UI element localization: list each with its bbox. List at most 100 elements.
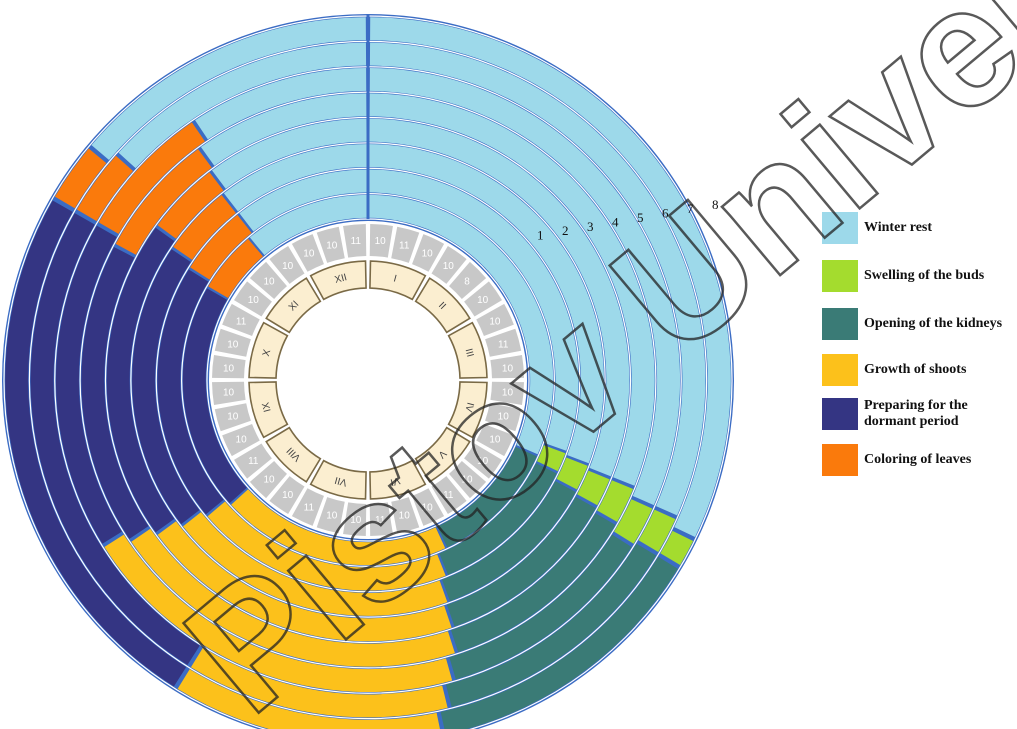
legend-swatch: [822, 354, 858, 386]
decade-cell: [343, 502, 367, 536]
decade-cell: [412, 488, 445, 526]
decade-cell: [476, 303, 514, 336]
ring-8-preparing-for-the-dormant-period-segment: [5, 200, 187, 687]
month-label: IV: [462, 401, 475, 413]
ring-number-label: 1: [537, 228, 544, 243]
decade-cell: [464, 443, 502, 479]
legend-label: Winter rest: [864, 220, 933, 235]
decade-length-label: 11: [498, 339, 509, 350]
ring-1-growth-of-shoots-segment: [231, 489, 446, 566]
center-disc: [209, 221, 527, 539]
month-label: VI: [389, 474, 401, 487]
decade-length-label: 10: [477, 295, 489, 306]
decade-length-label: 10: [350, 515, 362, 526]
decade-length-label: 10: [489, 316, 501, 327]
decade-cell: [291, 234, 324, 272]
decade-length-label: 10: [248, 295, 260, 306]
ring-number-label: 6: [662, 206, 669, 221]
decade-cell: [234, 281, 272, 317]
month-label: IX: [260, 401, 273, 413]
ring-number-label: 5: [637, 210, 644, 225]
ring-8-winter-rest-segment: [370, 17, 731, 538]
ring-4-swelling-of-the-buds-segment: [577, 470, 610, 506]
ring-7-preparing-for-the-dormant-period-segment: [30, 213, 200, 666]
month-cell: [414, 426, 471, 483]
month-label: XII: [334, 272, 349, 286]
ring-2-opening-of-the-kidneys-segment: [439, 463, 557, 575]
decade-cell: [214, 328, 251, 357]
legend-item-swelling-buds: Swelling of the buds: [822, 260, 984, 292]
legend-swatch: [822, 212, 858, 244]
ring-7-coloring-of-leaves-segment: [76, 155, 134, 222]
decade-length-label: 10: [489, 435, 501, 446]
ring-number-label: 4: [612, 214, 619, 229]
decade-length-label: 8: [464, 277, 470, 288]
ring-8-coloring-of-leaves-segment: [54, 148, 107, 209]
month-cell: [447, 321, 488, 379]
decade-cell: [269, 246, 305, 284]
ring-1-winter-rest-segment: [368, 194, 554, 455]
month-decade-ring: 10 11101081010111010101010101110101110101…: [209, 221, 527, 539]
month-label: III: [463, 348, 476, 359]
legend-item-winter-rest: Winter rest: [822, 212, 932, 244]
decade-cell: [369, 502, 393, 536]
ring-number-label: 2: [562, 223, 569, 238]
legend-item-preparing-dormant: Preparing for the dormant period: [822, 398, 1014, 430]
legend-swatch: [822, 444, 858, 476]
decade-length-label: 10: [399, 511, 411, 522]
decade-cell: [485, 328, 522, 357]
legend-label: Preparing for the dormant period: [864, 398, 968, 429]
ring-6-winter-rest-segment: [369, 67, 681, 506]
decade-length-label: 10: [422, 249, 434, 260]
decade-length-label: 10: [498, 412, 510, 423]
ring-7-opening-of-the-kidneys-segment: [445, 543, 657, 707]
ring-2-coloring-of-leaves-segment: [190, 214, 252, 280]
month-cell: [447, 381, 488, 439]
ring-4-growth-of-shoots-segment: [157, 521, 452, 642]
month-cell: [309, 260, 367, 301]
decade-cell: [391, 497, 420, 534]
ring-7-growth-of-shoots-segment: [190, 647, 448, 718]
ring-6-growth-of-shoots-segment: [104, 534, 453, 693]
decade-cell: [316, 497, 345, 534]
ring-number-label: 3: [587, 219, 594, 234]
month-label: II: [436, 300, 448, 312]
ring-3-growth-of-shoots-segment: [182, 512, 448, 616]
ring-5-swelling-of-the-buds-segment: [597, 480, 634, 522]
ring-4-winter-rest-segment: [212, 118, 367, 189]
decade-length-label: 10: [223, 363, 235, 374]
ring-3-winter-rest-segment: [223, 144, 367, 212]
legend-label: Growth of shoots: [864, 362, 967, 377]
ring-number-label: 8: [712, 197, 719, 212]
decade-length-label: 10: [477, 456, 489, 467]
decade-length-label: 10: [282, 261, 294, 272]
decade-length-label: 10: [263, 277, 275, 288]
decade-length-label: 10: [223, 388, 235, 399]
decade-length-label: 11: [304, 502, 315, 513]
decade-cell: [431, 476, 467, 514]
ring-6-preparing-for-the-dormant-period-segment: [55, 225, 122, 544]
decade-cell: [234, 443, 272, 479]
ring-8-winter-rest-segment: [91, 17, 366, 160]
ring-7-swelling-of-the-buds-segment: [638, 509, 676, 553]
decade-length-label: 10: [502, 388, 514, 399]
decade-cell: [222, 303, 260, 336]
legend-item-opening-kidneys: Opening of the kidneys: [822, 308, 1002, 340]
legend-swatch: [822, 308, 858, 340]
decade-cell: [412, 234, 445, 272]
legend-label: Opening of the kidneys: [864, 316, 1003, 331]
decade-length-label: 10: [227, 412, 239, 423]
ring-3-swelling-of-the-buds-segment: [556, 457, 588, 490]
decade-cell: [464, 281, 502, 317]
decade-cell: [222, 424, 260, 457]
ring-8-growth-of-shoots-segment: [177, 669, 440, 729]
decade-length-label: 11: [236, 316, 247, 327]
ring-5-winter-rest-segment: [200, 93, 367, 166]
decade-length-label: 10: [263, 474, 275, 485]
month-cell: [265, 426, 322, 483]
legend-item-growth-shoots: Growth of shoots: [822, 354, 966, 386]
ring-6-coloring-of-leaves-segment: [98, 122, 205, 234]
decade-length-label: 10: [326, 511, 338, 522]
ring-4-preparing-for-the-dormant-period-segment: [106, 227, 175, 533]
